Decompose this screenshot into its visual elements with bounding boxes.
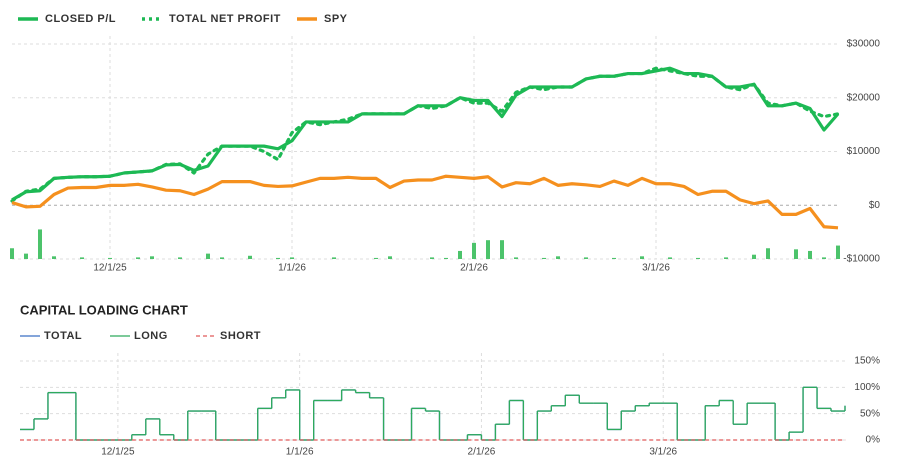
volume-bar (248, 255, 252, 259)
volume-bar (374, 257, 378, 259)
volume-bar (220, 257, 224, 259)
x-tick-label: 2/1/26 (468, 447, 496, 458)
y-tick-label: $30000 (847, 39, 881, 50)
volume-bar (822, 257, 826, 259)
x-tick-label: 2/1/26 (460, 263, 488, 274)
legend-label: TOTAL (44, 330, 82, 342)
legend-label: TOTAL NET PROFIT (169, 13, 281, 25)
volume-bar (332, 257, 336, 259)
x-tick-label: 3/1/26 (649, 447, 677, 458)
volume-bar (276, 257, 280, 259)
volume-bar (514, 257, 518, 259)
series-line (11, 174, 839, 230)
legend-label: LONG (134, 330, 168, 342)
x-tick-label: 1/1/26 (286, 447, 314, 458)
volume-bar (108, 257, 112, 259)
x-tick-label: 3/1/26 (642, 263, 670, 274)
volume-bar (150, 256, 154, 259)
volume-bar (752, 254, 756, 259)
volume-bar (80, 257, 84, 259)
y-tick-label: $20000 (847, 92, 881, 103)
volume-bar (486, 240, 490, 259)
volume-bar (136, 257, 140, 259)
y-tick-label: 0% (866, 435, 881, 446)
volume-bar (836, 245, 840, 259)
volume-bar (178, 257, 182, 259)
volume-bar (794, 249, 798, 259)
volume-bar (724, 257, 728, 259)
legend-label: SHORT (220, 330, 261, 342)
volume-bar (542, 257, 546, 259)
volume-bar (556, 256, 560, 259)
x-tick-label: 12/1/25 (93, 263, 127, 274)
volume-bar (388, 256, 392, 259)
legend-label: CLOSED P/L (45, 13, 116, 25)
volume-bar (10, 248, 14, 259)
x-tick-label: 12/1/25 (101, 447, 135, 458)
y-tick-label: -$10000 (843, 254, 880, 265)
volume-bar (584, 257, 588, 259)
y-tick-label: 50% (860, 408, 880, 419)
volume-bar (458, 250, 462, 259)
x-tick-label: 1/1/26 (278, 263, 306, 274)
volume-bar (38, 229, 42, 259)
volume-bar (472, 242, 476, 259)
volume-bar (430, 257, 434, 259)
volume-bar (444, 257, 448, 259)
volume-bar (290, 257, 294, 259)
volume-bar (206, 253, 210, 259)
y-tick-label: $0 (869, 200, 881, 211)
volume-bar (500, 240, 504, 259)
volume-bar (52, 256, 56, 259)
series-line (10, 66, 840, 203)
y-tick-label: $10000 (847, 146, 881, 157)
section-title: CAPITAL LOADING CHART (20, 302, 188, 317)
y-tick-label: 150% (854, 356, 880, 367)
volume-bar (24, 253, 28, 259)
y-tick-label: 100% (854, 382, 880, 393)
legend-label: SPY (324, 13, 348, 25)
volume-bar (808, 250, 812, 259)
volume-bar (668, 257, 672, 259)
volume-bar (612, 257, 616, 259)
volume-bar (766, 248, 770, 259)
volume-bar (696, 257, 700, 259)
volume-bar (640, 256, 644, 259)
